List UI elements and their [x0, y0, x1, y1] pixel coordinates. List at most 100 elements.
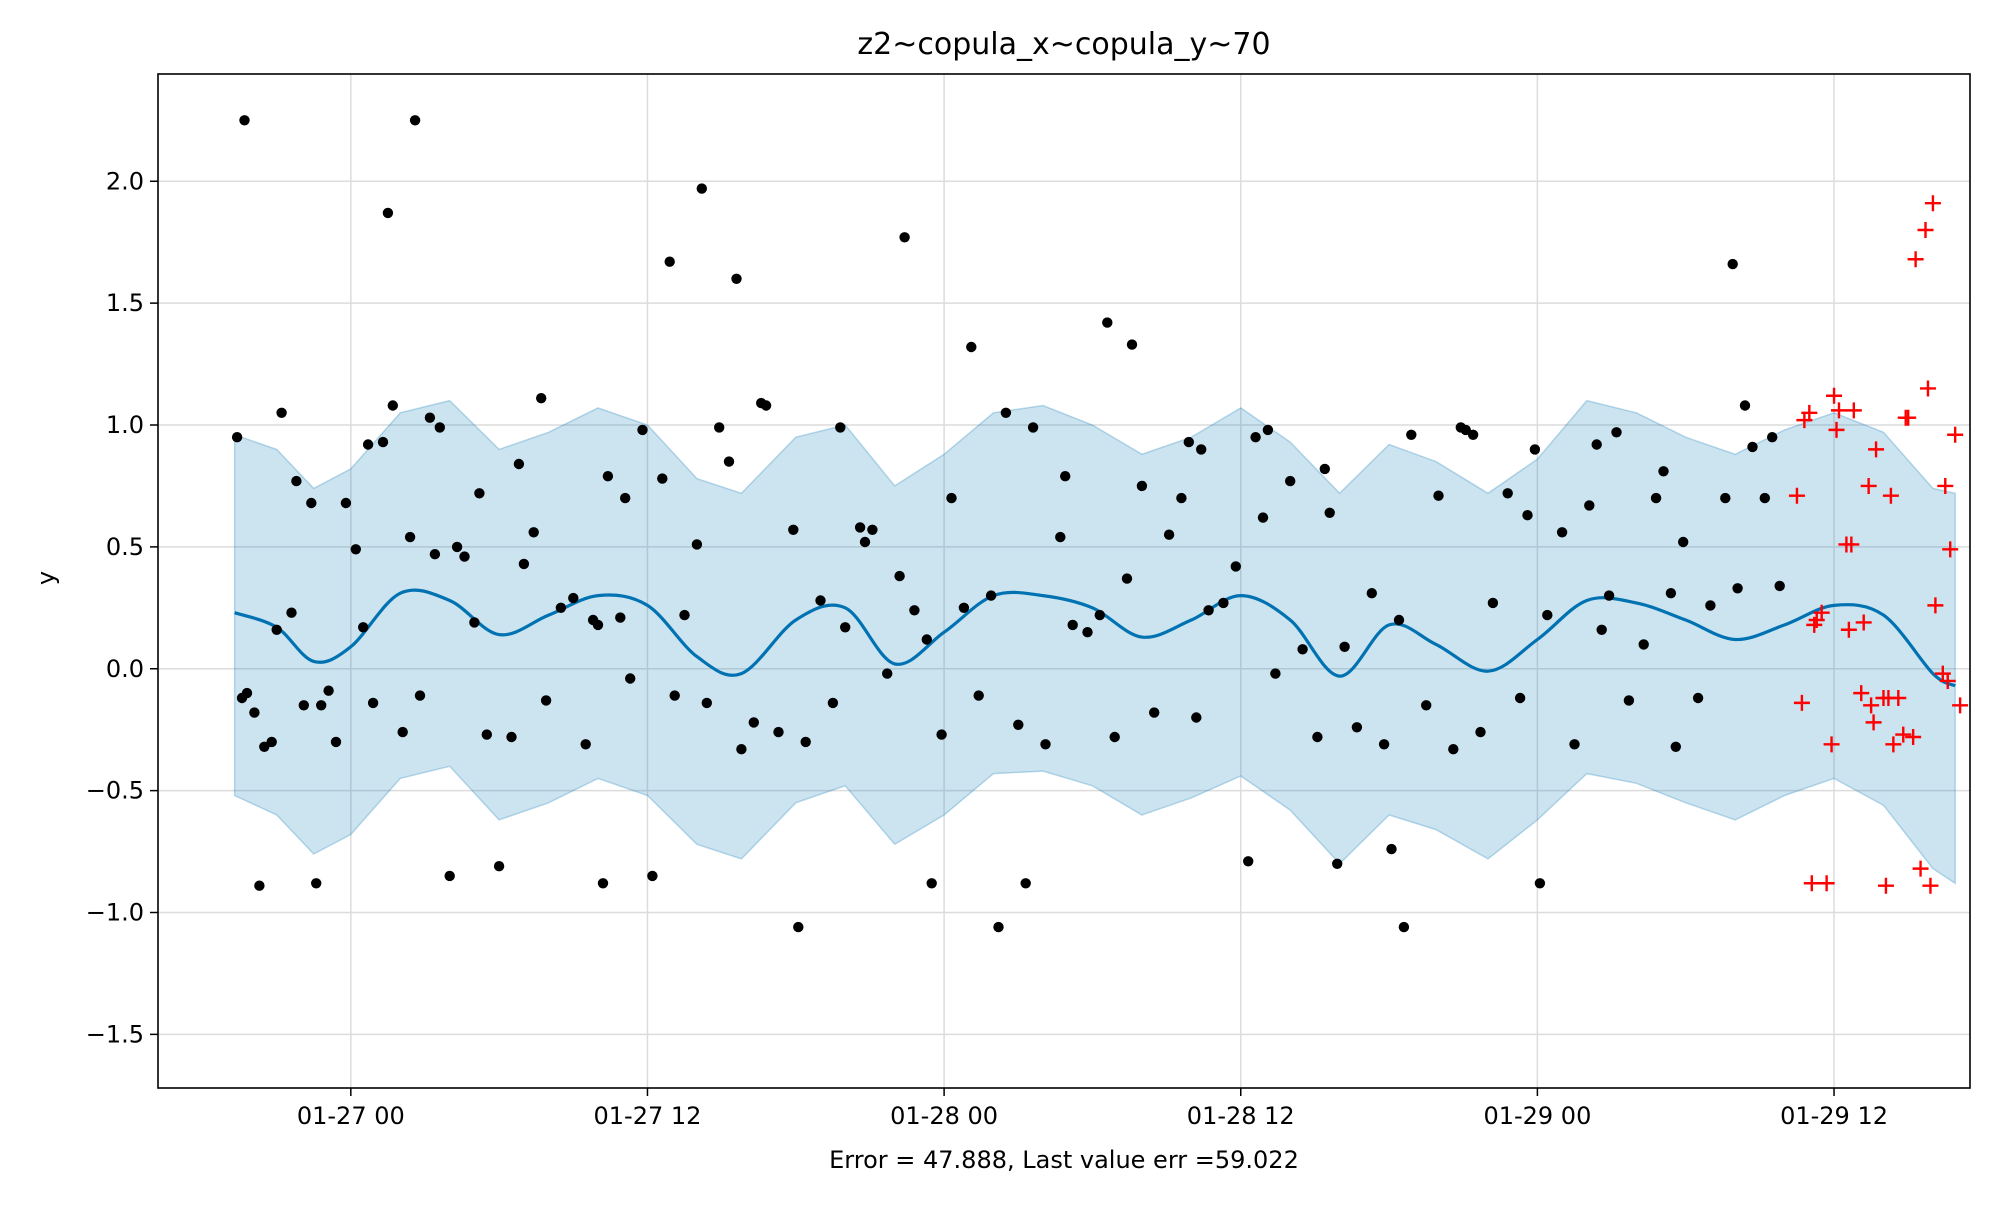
observed-point [555, 602, 567, 613]
observed-point [1767, 432, 1778, 443]
x-axis-ticks: 01-27 00 01-27 12 01-28 00 01-28 12 01-29 00… [297, 1088, 1888, 1130]
future-points [1788, 195, 1969, 894]
observed-point [506, 731, 517, 743]
observed-point [748, 717, 759, 728]
observed-point [1351, 722, 1363, 733]
future-point [1826, 387, 1843, 404]
observed-point [1176, 492, 1187, 504]
future-point [1927, 597, 1944, 614]
observed-point [894, 570, 905, 582]
observed-point [1020, 878, 1031, 889]
observed-point [286, 607, 297, 618]
future-point [1863, 697, 1880, 714]
observed-point [620, 492, 631, 504]
observed-point [840, 622, 851, 633]
observed-point [1467, 429, 1479, 440]
observed-point [330, 736, 342, 748]
future-point [1917, 222, 1934, 238]
observed-point [723, 456, 735, 467]
observed-point [691, 539, 703, 550]
observed-point [397, 726, 408, 738]
observed-point [1739, 400, 1751, 411]
observed-point [1569, 739, 1580, 750]
observed-point [1312, 731, 1323, 743]
observed-point [882, 668, 893, 679]
future-point [1907, 251, 1924, 268]
future-point [1803, 875, 1820, 892]
future-point [1942, 541, 1959, 558]
observed-point [1678, 536, 1689, 548]
observed-point [1665, 588, 1677, 599]
observed-point [1650, 492, 1662, 504]
observed-point [625, 673, 636, 684]
observed-point [459, 551, 470, 562]
x-tick-label: 01-27 12 [594, 1102, 702, 1130]
future-point [1952, 697, 1969, 714]
observed-point [1378, 739, 1390, 750]
observed-point [1596, 624, 1607, 635]
observed-point [1514, 692, 1526, 704]
future-point [1868, 441, 1885, 458]
observed-point [958, 602, 970, 613]
uncertainty-area [233, 399, 1956, 885]
future-point [1882, 487, 1899, 504]
observed-point [298, 700, 309, 711]
observed-point [1522, 510, 1533, 521]
observed-point [1475, 726, 1486, 738]
observed-point [1136, 480, 1148, 492]
future-point [1855, 614, 1872, 631]
future-point [1865, 714, 1882, 731]
observed-point [1529, 444, 1541, 455]
observed-point [602, 471, 614, 482]
observed-point [249, 707, 260, 718]
observed-point [1230, 561, 1242, 572]
observed-point [493, 861, 505, 872]
observed-point [657, 473, 668, 484]
observed-point [587, 614, 599, 626]
observed-points [231, 115, 1785, 933]
observed-point [854, 522, 866, 533]
future-point [1813, 604, 1830, 621]
observed-point [1191, 712, 1202, 723]
observed-point [926, 878, 937, 889]
grid [158, 74, 1970, 1088]
observed-point [1433, 490, 1444, 501]
observed-point [474, 488, 485, 499]
observed-point [714, 422, 725, 433]
observed-point [1448, 744, 1459, 755]
observed-point [367, 697, 379, 709]
observed-point [1257, 512, 1269, 523]
y-tick-label: 2.0 [106, 167, 144, 195]
observed-point [1218, 597, 1229, 609]
observed-point [736, 744, 747, 755]
future-point [1877, 877, 1894, 894]
observed-point [340, 497, 352, 509]
y-tick-label: 0.0 [106, 655, 144, 683]
observed-point [664, 256, 675, 267]
future-point [1801, 404, 1818, 421]
plot-frame [157, 73, 1971, 1089]
observed-point [1121, 573, 1133, 584]
observed-point [1319, 463, 1331, 475]
observed-point [1149, 707, 1160, 718]
observed-point [637, 424, 648, 436]
observed-point [1774, 580, 1785, 592]
observed-point [276, 407, 287, 418]
observed-point [1109, 731, 1120, 743]
observed-point [1060, 471, 1071, 482]
observed-point [993, 921, 1004, 933]
observed-point [254, 880, 265, 891]
observed-point [1705, 600, 1716, 611]
observed-point [773, 726, 784, 738]
observed-point [615, 612, 626, 623]
observed-point [985, 590, 997, 601]
future-point [1806, 616, 1823, 633]
future-point [1922, 877, 1939, 894]
future-point [1853, 685, 1870, 702]
observed-point [1658, 466, 1669, 477]
y-tick-label: 0.5 [106, 533, 144, 561]
observed-point [451, 541, 463, 553]
observed-point [259, 741, 270, 752]
observed-point [1542, 609, 1553, 621]
